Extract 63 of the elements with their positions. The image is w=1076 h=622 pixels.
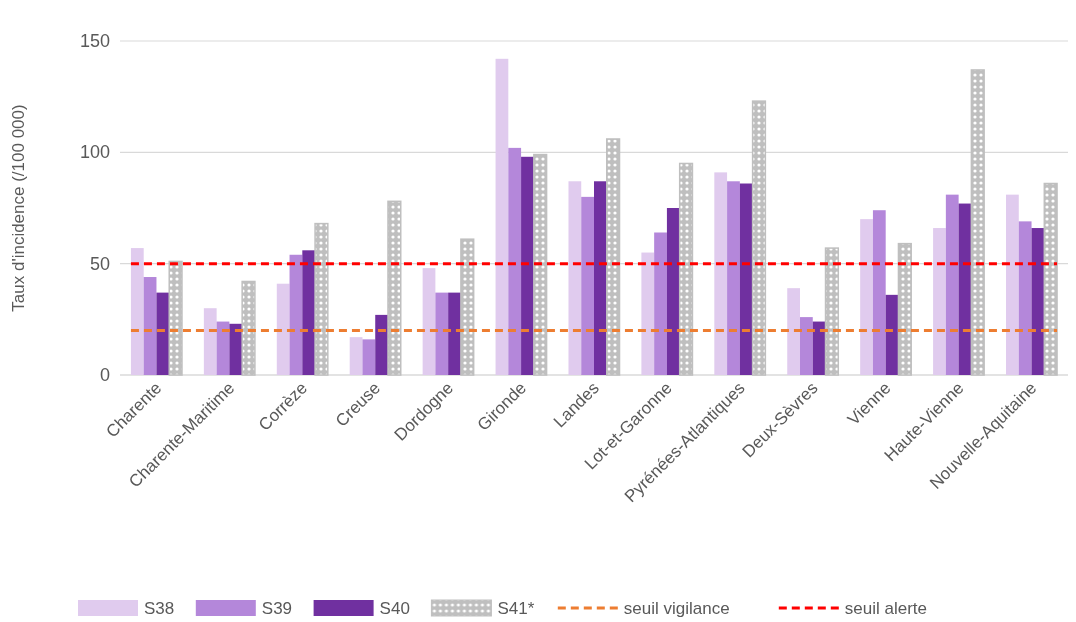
y-tick-label: 100	[79, 142, 110, 163]
y-tick-label: 0	[99, 365, 110, 385]
bar	[276, 283, 290, 375]
bar	[727, 181, 740, 375]
legend-label: S38	[144, 599, 175, 618]
bar	[1006, 194, 1019, 375]
bar	[641, 252, 655, 375]
bar	[800, 317, 813, 375]
bar	[714, 172, 728, 375]
bar	[787, 288, 801, 375]
bar	[824, 247, 840, 376]
bar	[495, 58, 509, 375]
bar	[521, 156, 534, 375]
bar	[812, 321, 826, 375]
bar	[872, 210, 886, 375]
bar	[1018, 221, 1032, 375]
legend-label: seuil alerte	[844, 599, 928, 618]
bar	[130, 248, 144, 375]
bar	[216, 321, 230, 375]
bar	[508, 147, 522, 375]
bar	[678, 162, 694, 376]
bar	[581, 196, 594, 375]
bar	[945, 194, 959, 375]
bar	[606, 138, 621, 376]
bar	[229, 323, 243, 375]
bar	[666, 208, 680, 375]
bar	[375, 314, 388, 375]
legend-label: seuil vigilance	[623, 599, 730, 618]
bar	[897, 242, 912, 376]
bar	[314, 222, 329, 376]
bar	[958, 203, 972, 375]
y-axis-title: Taux d'incidence (/100 000)	[9, 104, 28, 312]
bar	[885, 294, 899, 375]
bar	[289, 254, 303, 375]
bar	[422, 268, 436, 375]
y-tick-label: 50	[89, 253, 110, 274]
bar	[533, 153, 548, 376]
bar	[460, 238, 475, 376]
bar	[970, 69, 985, 376]
legend-label: S41*	[497, 599, 535, 618]
bar	[1031, 228, 1045, 375]
bar	[302, 250, 316, 375]
bar	[203, 308, 217, 375]
bar	[860, 219, 873, 375]
bar	[933, 228, 946, 375]
bar	[1043, 182, 1058, 376]
bar	[739, 183, 753, 375]
bar	[435, 292, 449, 375]
bar	[156, 292, 170, 375]
bar	[751, 100, 767, 376]
y-tick-label: 150	[79, 31, 110, 51]
bar	[594, 181, 607, 375]
bar	[241, 280, 256, 376]
bar	[448, 292, 461, 375]
bar	[349, 337, 363, 375]
bar	[568, 181, 582, 375]
bar	[168, 260, 183, 376]
bar	[143, 277, 157, 375]
legend-label: S40	[379, 599, 410, 618]
bar	[387, 200, 402, 376]
legend-label: S39	[261, 599, 293, 618]
bar	[654, 232, 667, 375]
bar	[362, 339, 376, 375]
